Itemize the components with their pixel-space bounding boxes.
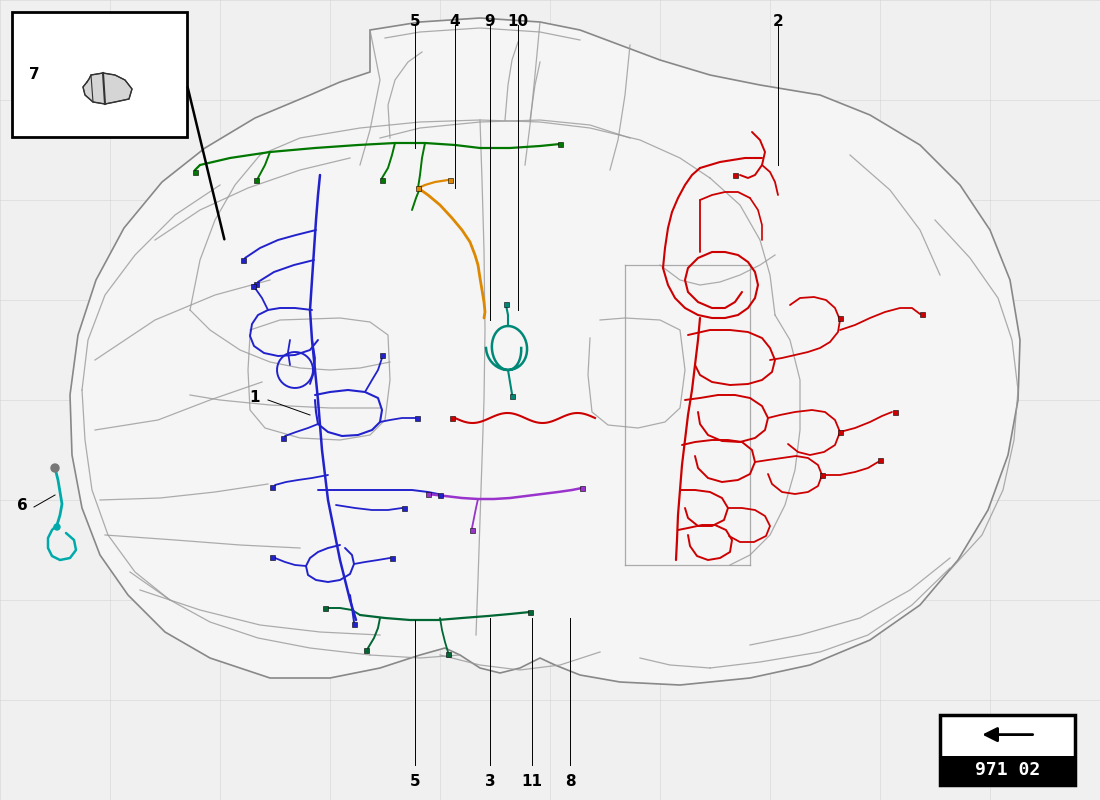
Bar xyxy=(733,173,737,178)
Bar xyxy=(270,485,275,490)
Bar xyxy=(528,610,532,614)
Bar xyxy=(363,647,368,653)
Bar xyxy=(450,415,454,421)
Polygon shape xyxy=(82,73,132,104)
Bar xyxy=(322,606,328,610)
Bar xyxy=(837,430,843,434)
Bar xyxy=(280,435,286,441)
Bar xyxy=(580,486,584,490)
Text: 5: 5 xyxy=(409,14,420,30)
Bar xyxy=(253,282,258,286)
Circle shape xyxy=(54,524,60,530)
Bar xyxy=(470,527,474,533)
Bar xyxy=(379,178,385,182)
Bar xyxy=(892,410,898,414)
Bar xyxy=(379,353,385,358)
Bar xyxy=(192,170,198,174)
Bar xyxy=(251,283,255,289)
Text: 11: 11 xyxy=(521,774,542,790)
Bar xyxy=(448,178,452,182)
Bar xyxy=(558,142,562,146)
Text: 971 02: 971 02 xyxy=(975,762,1041,779)
Bar xyxy=(940,715,1075,785)
Text: 6: 6 xyxy=(16,498,28,513)
Text: 4: 4 xyxy=(450,14,460,30)
Circle shape xyxy=(51,464,59,472)
Bar xyxy=(446,651,451,657)
Text: 7: 7 xyxy=(29,67,40,82)
Bar xyxy=(820,473,825,478)
Text: 2: 2 xyxy=(772,14,783,30)
Bar xyxy=(352,622,356,626)
Bar xyxy=(837,315,843,321)
Bar xyxy=(416,186,420,190)
Bar xyxy=(426,491,430,497)
Text: 5: 5 xyxy=(409,774,420,790)
Text: 3: 3 xyxy=(485,774,495,790)
Text: 8: 8 xyxy=(564,774,575,790)
Bar xyxy=(504,302,508,306)
Bar xyxy=(12,12,187,137)
Polygon shape xyxy=(70,18,1020,685)
Text: 9: 9 xyxy=(485,14,495,30)
Bar xyxy=(241,258,245,262)
Bar xyxy=(415,415,419,421)
Bar xyxy=(270,554,275,559)
Bar xyxy=(920,311,924,317)
Bar xyxy=(940,755,1075,785)
Bar xyxy=(253,178,258,182)
Bar xyxy=(402,506,407,510)
Bar xyxy=(878,458,882,462)
Bar xyxy=(509,394,515,398)
Bar xyxy=(389,555,395,561)
Bar xyxy=(438,493,442,498)
Text: 10: 10 xyxy=(507,14,529,30)
Text: 1: 1 xyxy=(250,390,261,406)
